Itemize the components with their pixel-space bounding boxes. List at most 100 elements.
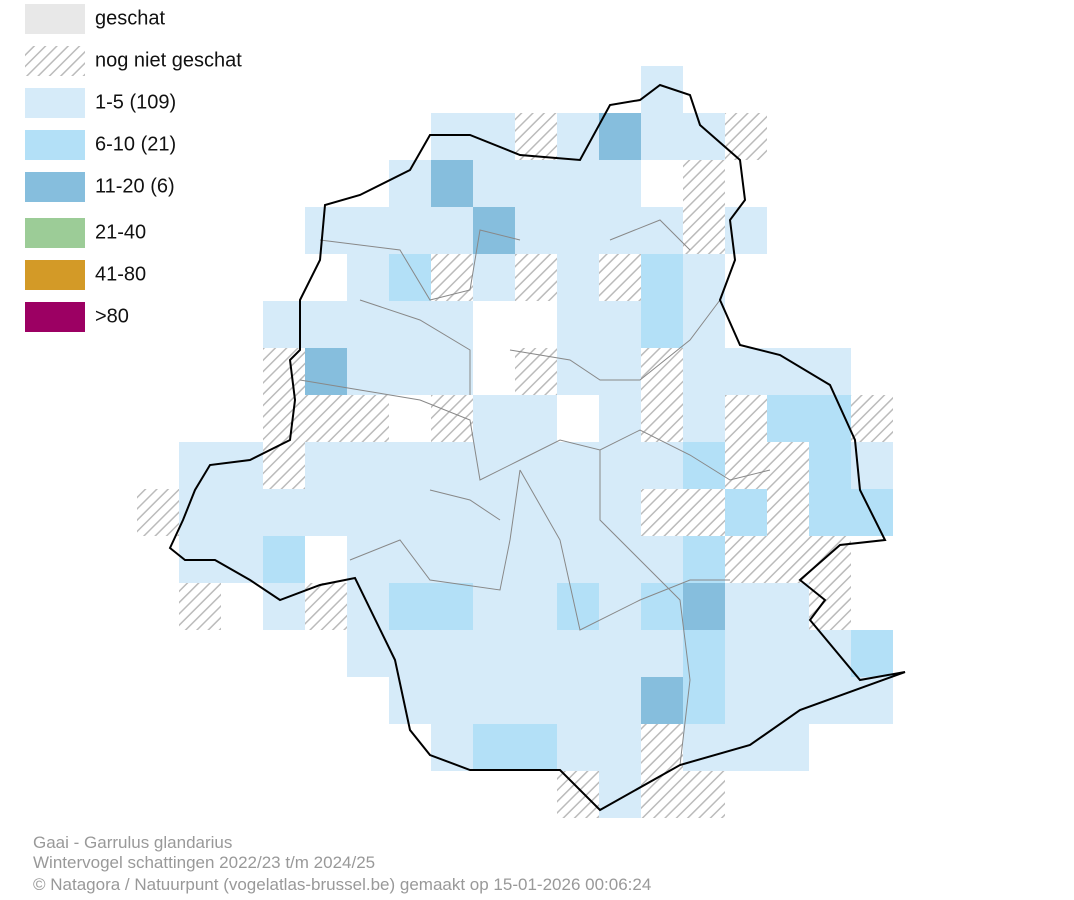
grid-cell (599, 536, 641, 583)
grid-cell (683, 536, 725, 583)
grid-cell (641, 771, 683, 818)
grid-cell (389, 254, 431, 301)
footer-line: Wintervogel schattingen 2022/23 t/m 2024… (33, 853, 375, 872)
grid-cell (305, 348, 347, 395)
legend-label: 1-5 (109) (95, 91, 176, 113)
grid-cell (809, 583, 851, 630)
grid-cell (683, 395, 725, 442)
grid-cell (347, 536, 389, 583)
grid-cell (599, 771, 641, 818)
grid-cell (599, 254, 641, 301)
grid-cell (557, 160, 599, 207)
grid-cell (557, 724, 599, 771)
grid-cell (599, 348, 641, 395)
grid-cell (683, 207, 725, 254)
grid-cell (221, 442, 263, 489)
grid-cell (725, 489, 767, 536)
grid-cell (641, 630, 683, 677)
grid-cell (725, 630, 767, 677)
grid-cell (389, 207, 431, 254)
grid-cell (263, 583, 305, 630)
grid-cell (557, 301, 599, 348)
grid-cell (641, 489, 683, 536)
legend-swatch (25, 88, 85, 118)
grid-cell (473, 536, 515, 583)
legend-label: 21-40 (95, 221, 146, 243)
grid-cell (641, 677, 683, 724)
grid-cell (599, 630, 641, 677)
grid-cell (851, 630, 893, 677)
grid-cell (725, 536, 767, 583)
grid-cell (725, 724, 767, 771)
grid-cell (515, 677, 557, 724)
grid-cell (557, 348, 599, 395)
grid-cell (431, 207, 473, 254)
grid-cell (389, 630, 431, 677)
legend-swatch (25, 46, 85, 76)
legend-swatch (25, 4, 85, 34)
grid-cell (809, 630, 851, 677)
grid-cell (515, 207, 557, 254)
grid-cell (515, 254, 557, 301)
grid-cell (599, 724, 641, 771)
grid-cell (641, 254, 683, 301)
grid-cell (599, 442, 641, 489)
legend-label: 11-20 (6) (95, 175, 175, 197)
grid-cell (515, 630, 557, 677)
grid-cell (683, 348, 725, 395)
grid-cell (767, 724, 809, 771)
region-outline (168, 83, 906, 812)
grid-cell (641, 66, 683, 113)
grid-cell (641, 442, 683, 489)
legend-swatch (25, 172, 85, 202)
legend-label: >80 (95, 305, 129, 327)
grid-cell (641, 301, 683, 348)
grid-cell (515, 395, 557, 442)
grid-cell (683, 583, 725, 630)
grid-cell (347, 254, 389, 301)
grid-cell (137, 489, 179, 536)
grid-cell (389, 442, 431, 489)
grid-cell (389, 489, 431, 536)
grid-cell (263, 348, 305, 395)
legend-label: 41-80 (95, 263, 146, 285)
grid-cell (851, 395, 893, 442)
grid-cell (809, 395, 851, 442)
grid-cell (263, 442, 305, 489)
grid-cell (557, 207, 599, 254)
grid-cell (389, 677, 431, 724)
grid-cell (809, 489, 851, 536)
grid-cell (473, 724, 515, 771)
grid-cell (473, 160, 515, 207)
legend-swatch (25, 260, 85, 290)
legend-swatch (25, 302, 85, 332)
grid-cell (683, 160, 725, 207)
grid-cell (515, 348, 557, 395)
grid-cell (767, 583, 809, 630)
grid-cell (599, 160, 641, 207)
grid-cell (305, 395, 347, 442)
grid-cell (305, 301, 347, 348)
grid-cell (683, 630, 725, 677)
grid-cell (431, 583, 473, 630)
grid-cell (725, 442, 767, 489)
grid-cell (641, 724, 683, 771)
grid-cell (599, 301, 641, 348)
grid-cell (515, 583, 557, 630)
grid-cell (515, 113, 557, 160)
grid-cell (767, 348, 809, 395)
grid-cell (389, 536, 431, 583)
grid-cell (767, 442, 809, 489)
grid-cell (683, 489, 725, 536)
grid-cell (473, 630, 515, 677)
grid-cell (767, 395, 809, 442)
grid-cell (683, 254, 725, 301)
grid-cell (725, 583, 767, 630)
grid-cell (557, 536, 599, 583)
grid-cell (557, 489, 599, 536)
grid-cell (599, 395, 641, 442)
grid-cell (641, 113, 683, 160)
grid-cell (809, 536, 851, 583)
